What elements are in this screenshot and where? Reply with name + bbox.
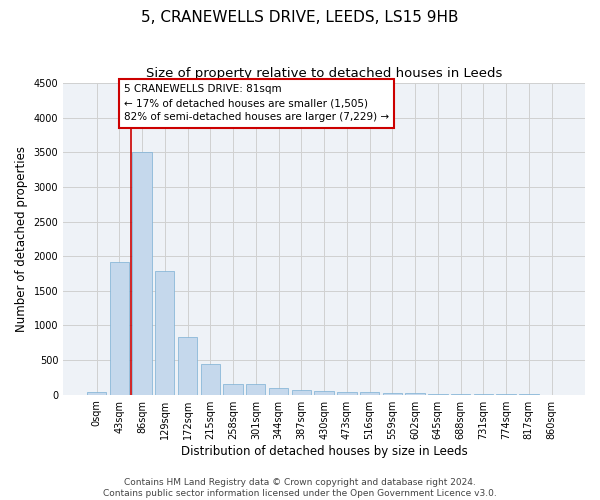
Bar <box>110 262 129 394</box>
Text: 5, CRANEWELLS DRIVE, LEEDS, LS15 9HB: 5, CRANEWELLS DRIVE, LEEDS, LS15 9HB <box>141 10 459 25</box>
Bar <box>155 272 175 394</box>
Bar <box>200 364 220 394</box>
Bar <box>178 336 197 394</box>
Bar <box>246 384 265 394</box>
Text: 5 CRANEWELLS DRIVE: 81sqm
← 17% of detached houses are smaller (1,505)
82% of se: 5 CRANEWELLS DRIVE: 81sqm ← 17% of detac… <box>124 84 389 122</box>
Bar <box>337 392 356 394</box>
Title: Size of property relative to detached houses in Leeds: Size of property relative to detached ho… <box>146 68 502 80</box>
Bar <box>269 388 288 394</box>
Bar <box>223 384 243 394</box>
X-axis label: Distribution of detached houses by size in Leeds: Distribution of detached houses by size … <box>181 444 467 458</box>
Bar <box>383 393 402 394</box>
Bar <box>133 152 152 394</box>
Bar <box>360 392 379 394</box>
Bar <box>292 390 311 394</box>
Text: Contains HM Land Registry data © Crown copyright and database right 2024.
Contai: Contains HM Land Registry data © Crown c… <box>103 478 497 498</box>
Bar <box>314 391 334 394</box>
Y-axis label: Number of detached properties: Number of detached properties <box>15 146 28 332</box>
Bar <box>87 392 106 394</box>
